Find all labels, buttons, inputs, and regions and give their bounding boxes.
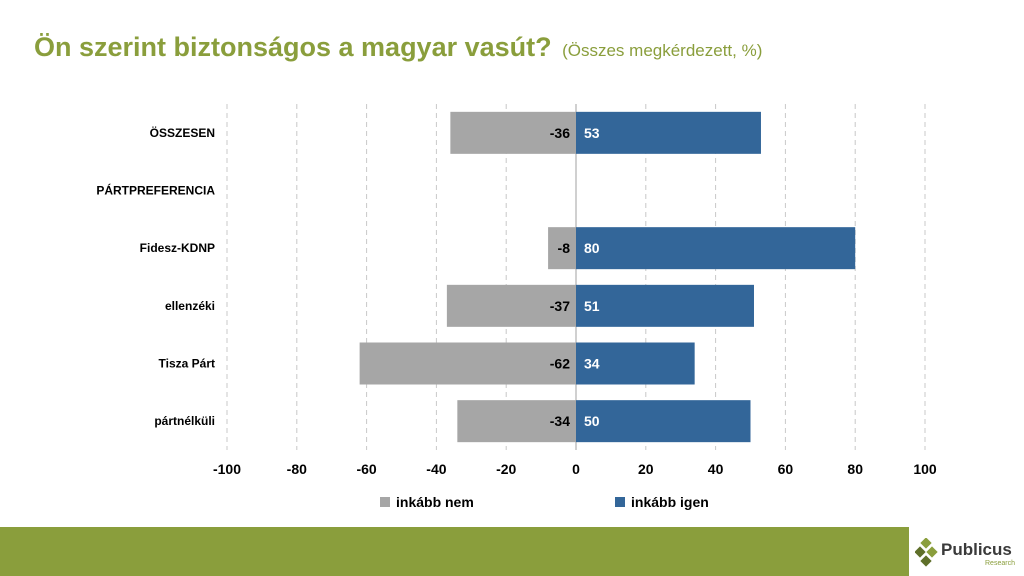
x-tick-label: -20 [496, 461, 516, 477]
data-label: -37 [550, 298, 570, 314]
bar-inkabb-igen [576, 284, 754, 327]
bar-inkabb-nem [457, 400, 576, 443]
bar-inkabb-nem [548, 227, 576, 270]
x-tick-label: 0 [572, 461, 580, 477]
x-tick-label: 20 [638, 461, 654, 477]
x-tick-label: -100 [213, 461, 241, 477]
publicus-logo: Publicus Research [915, 536, 1023, 572]
x-tick-label: 80 [847, 461, 863, 477]
data-label: 80 [584, 240, 600, 256]
chart-title: Ön szerint biztonságos a magyar vasút? (… [34, 32, 762, 63]
title-main: Ön szerint biztonságos a magyar vasút? [34, 32, 552, 62]
category-label: ÖSSZESEN [150, 125, 215, 140]
data-label: -62 [550, 356, 570, 372]
bar-inkabb-nem [446, 284, 576, 327]
bar-inkabb-igen [576, 227, 856, 270]
x-tick-label: -80 [287, 461, 307, 477]
legend-label: inkább igen [631, 494, 709, 510]
data-label: -8 [558, 240, 571, 256]
category-label: PÁRTPREFERENCIA [96, 183, 215, 198]
x-tick-label: 40 [708, 461, 724, 477]
footer-band [0, 527, 909, 576]
x-tick-label: -60 [356, 461, 376, 477]
brand-name: Publicus [941, 540, 1012, 559]
brand-tagline: Research [985, 560, 1015, 567]
data-label: -36 [550, 125, 570, 141]
category-label: ellenzéki [165, 299, 215, 313]
x-tick-label: 60 [778, 461, 794, 477]
category-label: Fidesz-KDNP [140, 241, 215, 255]
bar-inkabb-nem [359, 342, 576, 385]
legend-swatch-nem [380, 497, 390, 507]
category-label: pártnélküli [154, 414, 215, 428]
category-label: Tisza Párt [159, 357, 215, 371]
bar-inkabb-igen [576, 111, 761, 154]
bar-inkabb-nem [450, 111, 576, 154]
title-subtitle: (Összes megkérdezett, %) [562, 41, 763, 60]
data-label: -34 [550, 413, 570, 429]
bar-chart: ÖSSZESEN -36 53 PÁRTPREFERENCIA Fidesz-KDNP -… [96, 104, 937, 510]
data-label: 53 [584, 125, 600, 141]
legend-swatch-igen [615, 497, 625, 507]
bar-inkabb-igen [576, 342, 695, 385]
x-tick-label: 100 [913, 461, 937, 477]
x-tick-label: -40 [426, 461, 446, 477]
legend-label: inkább nem [396, 494, 474, 510]
bar-inkabb-igen [576, 400, 751, 443]
data-label: 50 [584, 413, 600, 429]
logo-diamond-icon [915, 538, 938, 567]
data-label: 34 [584, 356, 600, 372]
data-label: 51 [584, 298, 600, 314]
